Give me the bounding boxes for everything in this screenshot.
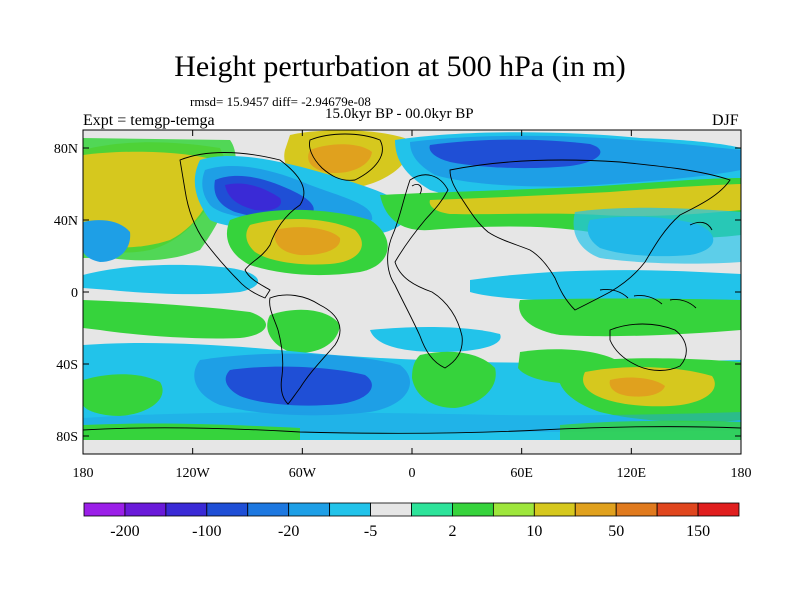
- lat-axis: 80N 40N 0 40S 80S: [54, 142, 741, 445]
- colorbar-label: -20: [278, 523, 299, 540]
- colorbar-label: 50: [608, 523, 624, 540]
- contour-south-negative-sa-core: [225, 366, 372, 406]
- contour-orange-arctic-core: [308, 144, 372, 174]
- lat-tick-label: 40S: [56, 358, 78, 373]
- colorbar-swatch: [697, 502, 740, 517]
- coastline-asia: [449, 159, 731, 311]
- map-title: Height perturbation at 500 hPa (in m): [174, 50, 626, 83]
- colorbar-swatch: [165, 502, 208, 517]
- colorbar-swatch: [656, 502, 699, 517]
- coastline-europe-africa: [387, 174, 463, 369]
- coastline-indonesia: [599, 289, 697, 309]
- lat-tick-label: 0: [71, 286, 78, 301]
- contour-south-green-atlantic: [412, 351, 496, 408]
- period-label: 15.0kyr BP - 00.0kyr BP: [325, 106, 474, 122]
- contour-negative-pacific-west: [83, 220, 131, 262]
- colorbar-label: 150: [686, 523, 710, 540]
- contour-positive-atlantic-core: [274, 227, 341, 256]
- contour-south-green-west: [83, 374, 163, 416]
- stats-label: rmsd= 15.9457 diff= -2.94679e-08: [190, 94, 371, 109]
- contour-negative-eurasia-core: [429, 139, 601, 169]
- colorbar-swatch: [411, 502, 453, 517]
- lat-tick-label: 40N: [54, 214, 78, 229]
- contour-tropics-cyan-3: [370, 326, 501, 352]
- contour-tropics-cyan-1: [83, 264, 259, 295]
- experiment-label: Expt = temgp-temga: [83, 112, 215, 129]
- contour-tropics-green-1: [83, 300, 267, 339]
- colorbar-swatch: [533, 502, 576, 517]
- coastline-north-america: [179, 152, 305, 299]
- colorbar-swatch: [206, 502, 249, 517]
- contour-south-positive-aus-core: [609, 377, 665, 397]
- colorbar-swatch: [615, 502, 658, 517]
- contour-antarctic-green-e: [560, 420, 741, 440]
- colorbar-swatch: [492, 502, 535, 517]
- contour-negative-na-center: [225, 183, 281, 211]
- colorbar-swatch: [370, 502, 412, 517]
- colorbar-swatch: [452, 502, 494, 517]
- season-label: DJF: [712, 112, 739, 129]
- lat-tick-label: 80N: [54, 142, 78, 157]
- colorbar-label: -200: [110, 523, 139, 540]
- colorbar-swatch: [288, 502, 331, 517]
- colorbar-label: -100: [192, 523, 221, 540]
- lon-tick-label: 180: [731, 466, 752, 481]
- lon-tick-label: 120E: [617, 466, 647, 481]
- contour-tropics-green-3: [267, 309, 340, 353]
- coastline-antarctica: [83, 426, 741, 434]
- contour-tropics-green-2: [519, 298, 741, 337]
- coastlines: [83, 133, 741, 434]
- colorbar-swatch: [329, 502, 371, 517]
- lon-tick-label: 120W: [176, 466, 211, 481]
- coastline-greenland: [309, 133, 383, 181]
- coastline-japan: [689, 221, 713, 231]
- field-layer: [83, 130, 741, 454]
- colorbar-swatch: [83, 502, 126, 517]
- lon-tick-label: 60E: [510, 466, 533, 481]
- contour-tropics-cyan-2: [470, 270, 741, 304]
- lon-tick-label: 180: [73, 466, 94, 481]
- coastline-australia: [609, 323, 687, 371]
- lon-tick-label: 0: [409, 466, 416, 481]
- colorbar-label: -5: [364, 523, 377, 540]
- coastline-south-america: [269, 294, 341, 405]
- lon-axis: 180 120W 60W 0 60E 120E 180: [73, 130, 752, 481]
- colorbar-label: 2: [448, 523, 456, 540]
- coastline-uk: [411, 183, 422, 195]
- colorbar-swatch: [247, 502, 290, 517]
- colorbar: -200 -100 -20 -5 2 10 50 150: [83, 502, 740, 540]
- colorbar-label: 10: [526, 523, 542, 540]
- colorbar-swatch: [124, 502, 167, 517]
- contour-negative-pacific-east-outer: [573, 207, 741, 264]
- lon-tick-label: 60W: [289, 466, 317, 481]
- colorbar-swatch: [574, 502, 617, 517]
- lat-tick-label: 80S: [56, 430, 78, 445]
- contour-antarctic-light: [83, 440, 741, 454]
